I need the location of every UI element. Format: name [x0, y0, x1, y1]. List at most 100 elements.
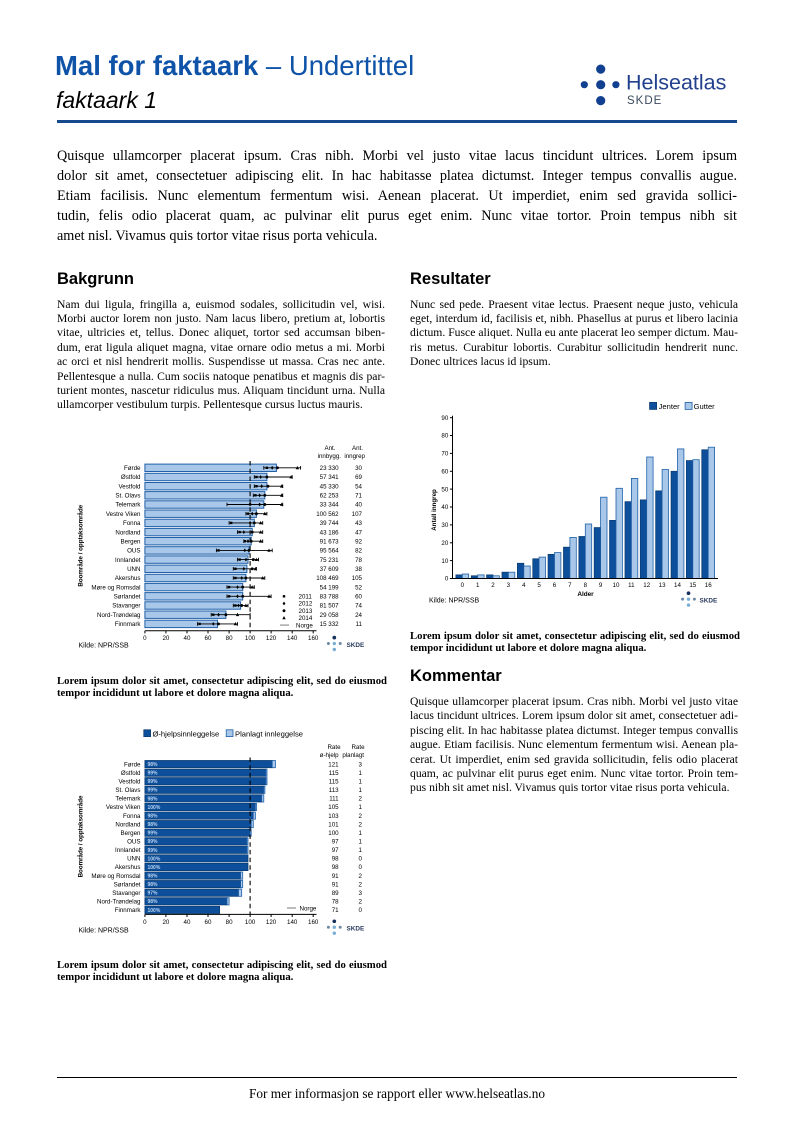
svg-text:43: 43	[355, 520, 362, 527]
svg-text:91: 91	[332, 881, 339, 888]
svg-text:Jenter: Jenter	[659, 402, 681, 411]
svg-text:Antall inngrep: Antall inngrep	[431, 489, 438, 531]
svg-text:10: 10	[441, 558, 448, 565]
svg-text:0: 0	[359, 864, 363, 871]
svg-text:74: 74	[355, 603, 362, 610]
svg-text:1: 1	[359, 804, 363, 811]
svg-text:OUS: OUS	[127, 548, 140, 555]
svg-text:98%: 98%	[148, 899, 159, 905]
svg-text:Førde: Førde	[124, 465, 141, 472]
svg-text:100: 100	[328, 830, 339, 837]
svg-text:2011: 2011	[299, 594, 313, 601]
svg-text:Østfold: Østfold	[121, 770, 141, 777]
svg-text:Rate: Rate	[327, 744, 341, 751]
svg-text:70: 70	[441, 451, 448, 458]
svg-text:140: 140	[287, 635, 298, 642]
svg-text:0: 0	[461, 582, 465, 589]
svg-text:62 253: 62 253	[320, 493, 339, 500]
svg-text:2: 2	[359, 796, 363, 803]
svg-text:1: 1	[359, 787, 363, 794]
svg-text:12: 12	[643, 582, 650, 589]
svg-text:100%: 100%	[148, 856, 161, 862]
svg-text:30: 30	[441, 522, 448, 529]
svg-text:91: 91	[332, 873, 339, 880]
svg-text:39 744: 39 744	[320, 520, 339, 527]
svg-text:Rate: Rate	[351, 744, 365, 751]
svg-text:40: 40	[441, 504, 448, 511]
svg-text:Vestfold: Vestfold	[118, 483, 141, 490]
svg-text:Gutter: Gutter	[694, 402, 716, 411]
svg-text:14: 14	[674, 582, 681, 589]
svg-text:8: 8	[584, 582, 588, 589]
svg-text:16: 16	[705, 582, 712, 589]
svg-text:98%: 98%	[148, 882, 159, 888]
svg-text:115: 115	[329, 779, 339, 786]
svg-text:11: 11	[628, 582, 635, 589]
svg-text:inngrep: inngrep	[344, 453, 365, 460]
svg-text:98%: 98%	[148, 762, 159, 768]
svg-text:2: 2	[359, 899, 363, 906]
svg-text:99%: 99%	[148, 779, 159, 785]
svg-text:33 344: 33 344	[320, 502, 339, 509]
svg-text:Stavanger: Stavanger	[112, 603, 140, 610]
svg-text:43 186: 43 186	[320, 529, 339, 536]
svg-text:98: 98	[332, 864, 339, 871]
svg-text:78: 78	[355, 557, 362, 564]
svg-text:0: 0	[359, 856, 363, 863]
svg-text:2: 2	[359, 813, 363, 820]
svg-text:97: 97	[332, 847, 339, 854]
svg-text:10: 10	[613, 582, 620, 589]
svg-text:83 788: 83 788	[320, 594, 339, 601]
svg-text:103: 103	[328, 813, 339, 820]
svg-text:89: 89	[332, 890, 339, 897]
svg-text:SKDE: SKDE	[347, 642, 365, 649]
svg-text:120: 120	[266, 919, 277, 926]
svg-text:15: 15	[689, 582, 696, 589]
svg-text:4: 4	[522, 582, 526, 589]
svg-text:29 058: 29 058	[320, 612, 339, 619]
svg-text:3: 3	[359, 890, 363, 897]
svg-text:Innlandet: Innlandet	[115, 557, 141, 564]
svg-text:0: 0	[143, 635, 147, 642]
svg-text:60: 60	[205, 635, 212, 642]
svg-text:99%: 99%	[148, 831, 159, 837]
svg-text:20: 20	[441, 540, 448, 547]
svg-text:3: 3	[507, 582, 511, 589]
svg-text:99%: 99%	[148, 839, 159, 845]
svg-text:2: 2	[491, 582, 495, 589]
svg-text:100: 100	[245, 919, 256, 926]
svg-text:9: 9	[599, 582, 603, 589]
svg-text:1: 1	[359, 847, 363, 854]
svg-text:13: 13	[659, 582, 666, 589]
svg-text:1: 1	[359, 839, 363, 846]
svg-text:SKDE: SKDE	[700, 597, 718, 604]
svg-text:80: 80	[441, 433, 448, 440]
svg-text:121: 121	[328, 761, 339, 768]
svg-text:St. Olavs: St. Olavs	[115, 493, 140, 500]
svg-text:120: 120	[266, 635, 277, 642]
svg-text:2: 2	[359, 821, 363, 828]
svg-text:98%: 98%	[148, 796, 159, 802]
svg-text:Nordland: Nordland	[115, 821, 141, 828]
svg-text:Innlandet: Innlandet	[115, 847, 141, 854]
svg-text:52: 52	[355, 584, 362, 591]
svg-text:111: 111	[329, 796, 339, 803]
svg-text:95 564: 95 564	[320, 548, 339, 555]
svg-text:100 562: 100 562	[316, 511, 339, 518]
svg-text:91 673: 91 673	[320, 538, 339, 545]
svg-text:47: 47	[355, 529, 362, 536]
svg-text:92: 92	[355, 538, 362, 545]
svg-text:Vestre Viken: Vestre Viken	[106, 804, 141, 811]
svg-text:Finnmark: Finnmark	[115, 907, 142, 914]
svg-text:5: 5	[537, 582, 541, 589]
svg-text:Nord-Trøndelag: Nord-Trøndelag	[97, 612, 141, 619]
svg-text:St. Olavs: St. Olavs	[115, 787, 140, 794]
svg-text:82: 82	[355, 548, 362, 555]
svg-text:Telemark: Telemark	[115, 502, 141, 509]
svg-text:37 609: 37 609	[320, 566, 339, 573]
svg-text:50: 50	[441, 486, 448, 493]
svg-text:69: 69	[355, 474, 362, 481]
svg-text:Akershus: Akershus	[115, 864, 141, 871]
svg-text:Norge: Norge	[300, 905, 317, 912]
svg-text:2: 2	[359, 873, 363, 880]
